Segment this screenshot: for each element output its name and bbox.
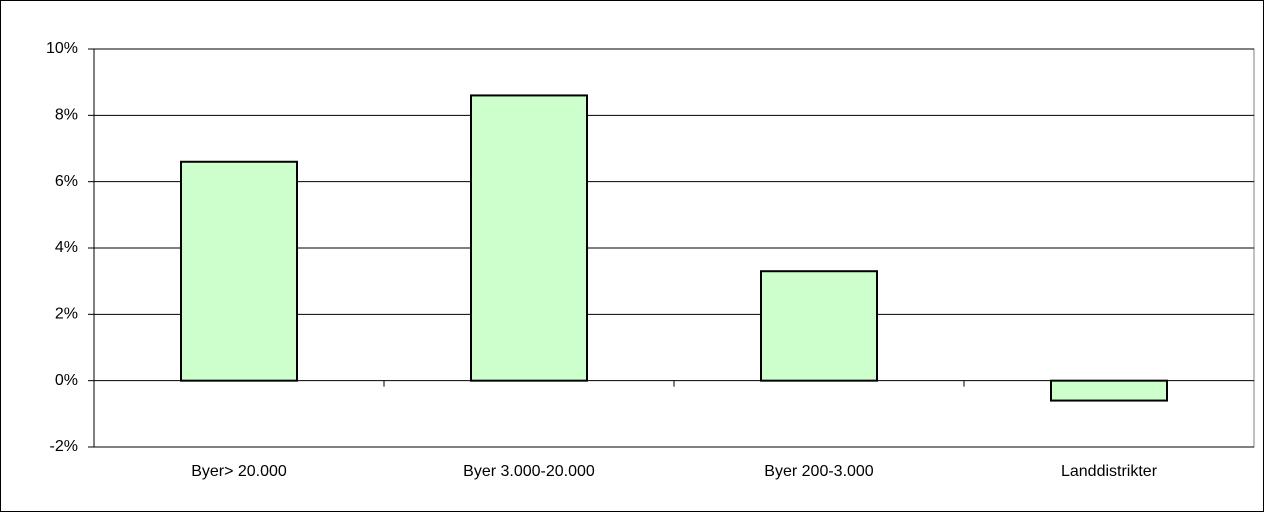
bar <box>760 270 878 382</box>
x-tick-label: Byer> 20.000 <box>191 463 287 480</box>
x-tick-label: Byer 3.000-20.000 <box>463 463 595 480</box>
y-tick-label: 0% <box>55 372 78 389</box>
y-tick-label: 10% <box>46 40 78 57</box>
bar <box>180 160 298 382</box>
y-tick-label: 4% <box>55 239 78 256</box>
y-tick-label: -2% <box>50 438 78 455</box>
y-tick-label: 8% <box>55 107 78 124</box>
y-tick-label: 6% <box>55 173 78 190</box>
bar <box>1050 379 1168 402</box>
bar <box>470 94 588 382</box>
x-tick-label: Byer 200-3.000 <box>764 463 874 480</box>
x-tick-label: Landdistrikter <box>1061 463 1158 480</box>
y-tick-label: 2% <box>55 306 78 323</box>
